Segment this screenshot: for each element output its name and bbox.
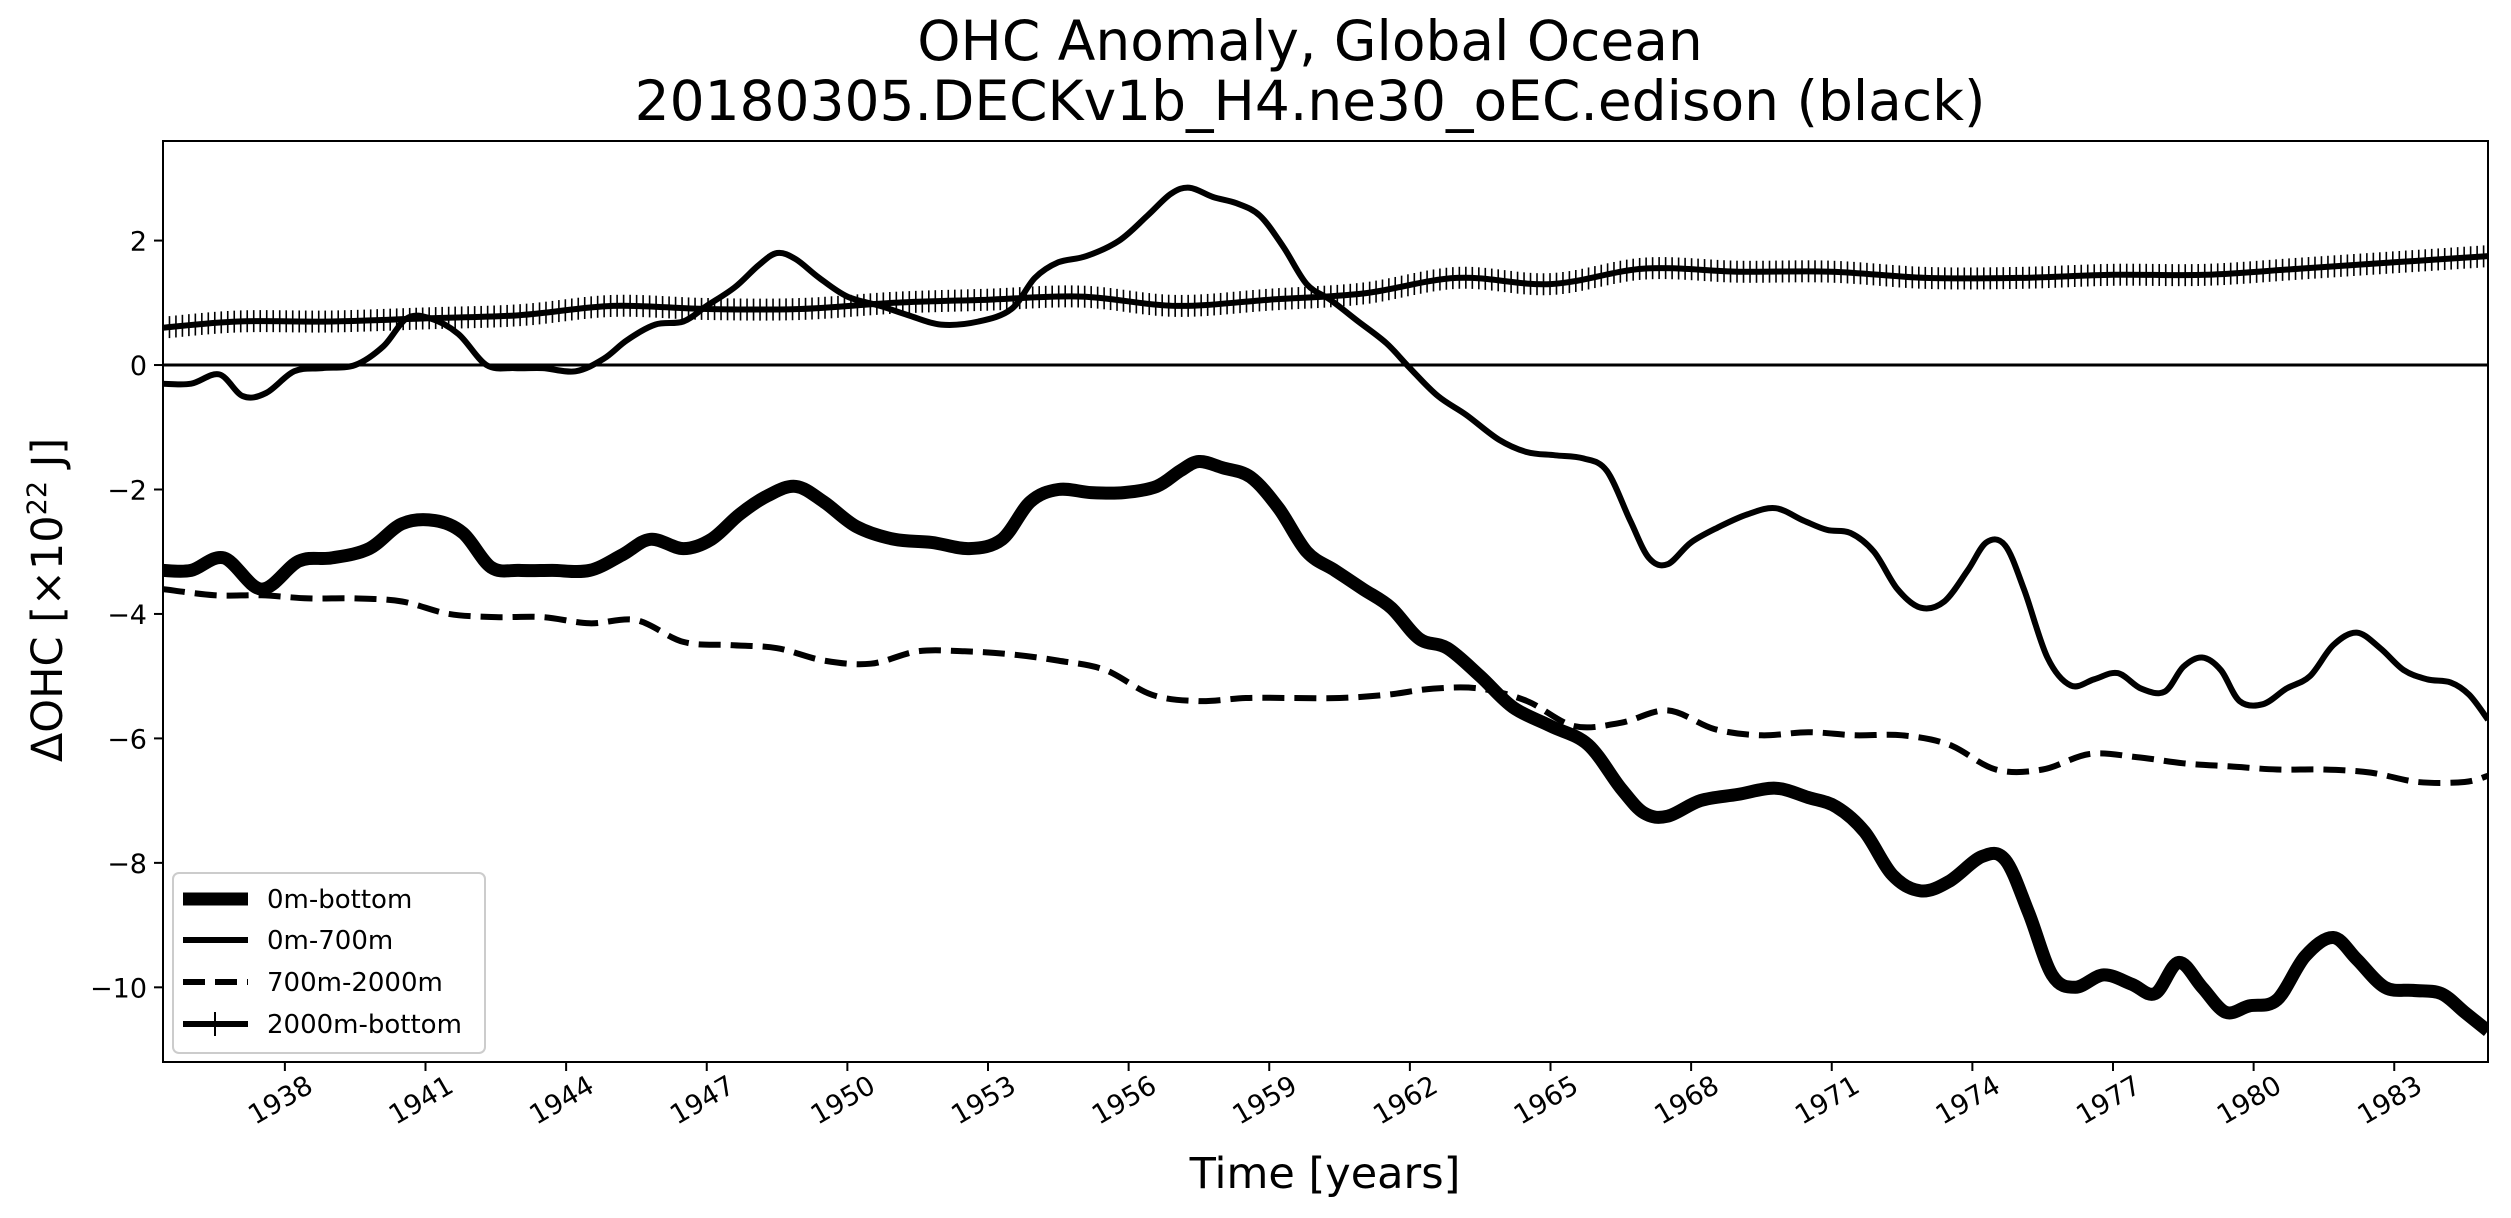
y-tick-label: −6 [107, 724, 147, 755]
series-line-0m-700m [163, 184, 2488, 722]
x-tick-label: 1944 [524, 1070, 599, 1131]
x-tick-label: 1953 [946, 1070, 1021, 1131]
x-tick-label: 1980 [2212, 1070, 2287, 1131]
chart-subtitle: 20180305.DECKv1b_H4.ne30_oEC.edison (bla… [635, 69, 1986, 133]
y-tick-label: 2 [130, 227, 147, 258]
x-tick-label: 1977 [2071, 1070, 2146, 1131]
legend-label-0m-bottom: 0m-bottom [267, 885, 412, 915]
x-tick-label: 1983 [2352, 1070, 2427, 1131]
y-axis-label-exponent: 22 [22, 481, 53, 515]
series-line-2000m-bottom [163, 253, 2488, 331]
legend-label-2000m-bottom: 2000m-bottom [267, 1010, 462, 1040]
y-tick-label: −4 [107, 600, 147, 631]
x-tick-label: 1974 [1931, 1070, 2006, 1131]
y-tick-label: −10 [90, 973, 147, 1004]
legend-label-700m-2000m: 700m-2000m [267, 968, 443, 998]
x-tick-label: 1962 [1368, 1070, 1443, 1131]
series-line-700m-2000m [163, 586, 2488, 786]
x-tick-label: 1947 [665, 1070, 740, 1131]
x-tick-label: 1971 [1790, 1070, 1865, 1131]
legend-label-0m-700m: 0m-700m [267, 926, 393, 956]
x-axis-label: Time [years] [1189, 1149, 1461, 1199]
legend-box [172, 872, 486, 1054]
legend: 0m-bottom 0m-700m 700m-2000m 2000m-botto… [172, 872, 486, 1054]
series-line-0m-bottom [163, 454, 2488, 1036]
y-tick-label: 0 [130, 351, 147, 382]
y-tick-label: −2 [107, 475, 147, 506]
x-tick-label: 1959 [1227, 1070, 1302, 1131]
x-tick-label: 1968 [1649, 1070, 1724, 1131]
y-axis-label-prefix: ΔOHC [×10 [23, 515, 73, 762]
series-markers-2000m-bottom [163, 245, 2485, 339]
chart-title: OHC Anomaly, Global Ocean [917, 9, 1703, 73]
x-tick-label: 1950 [806, 1070, 881, 1131]
plot-frame [162, 140, 2489, 1063]
x-tick-label: 1941 [384, 1070, 459, 1131]
y-axis-label-suffix: J] [23, 438, 73, 481]
x-tick-label: 1965 [1509, 1070, 1584, 1131]
x-tick-label: 1938 [243, 1070, 318, 1131]
y-tick-label: −8 [107, 849, 147, 880]
x-tick-label: 1956 [1087, 1070, 1162, 1131]
y-axis-label: ΔOHC [×1022 J] [22, 438, 73, 762]
